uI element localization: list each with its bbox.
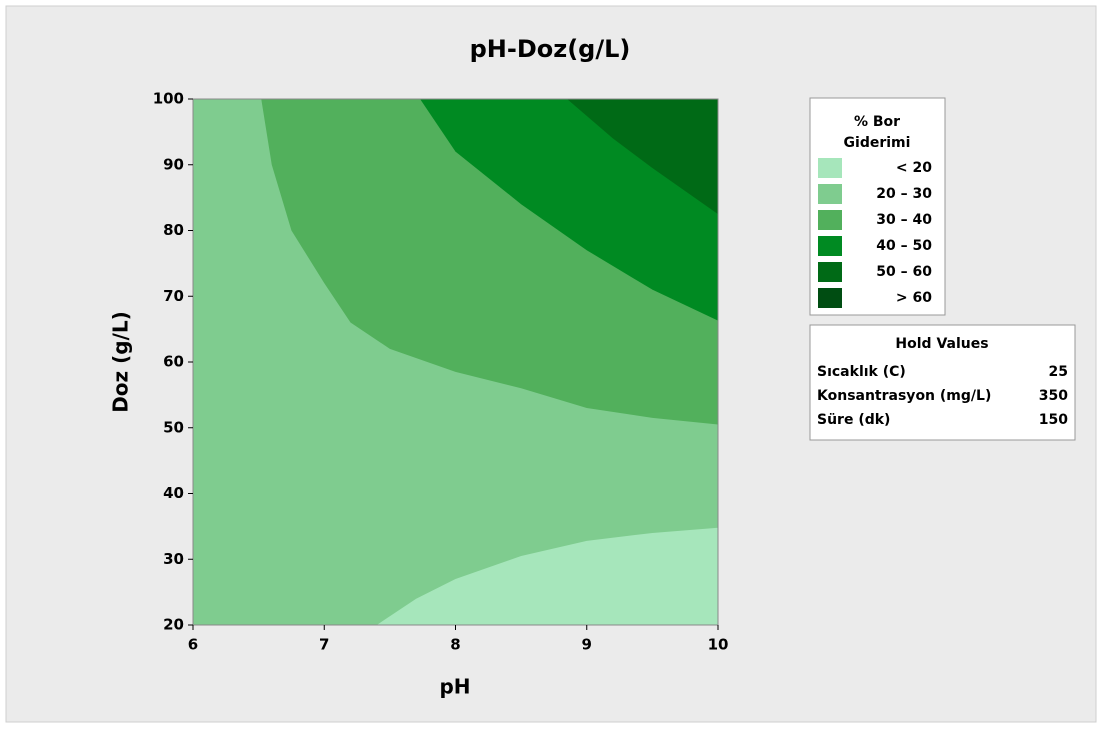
- hold-values-box: [809, 324, 1076, 441]
- hold-label: Konsantrasyon (mg/L): [817, 388, 991, 404]
- y-tick-label: 90: [163, 155, 184, 173]
- legend-label: < 20: [896, 160, 932, 176]
- legend-title: % Bor: [854, 114, 900, 130]
- y-tick-label: 40: [163, 484, 184, 502]
- legend-label: 40 – 50: [876, 238, 932, 254]
- legend-label: 20 – 30: [876, 186, 932, 202]
- y-tick-label: 100: [153, 90, 184, 108]
- y-tick-label: 80: [163, 221, 184, 239]
- legend-swatch: [818, 158, 842, 178]
- legend-label: 30 – 40: [876, 212, 932, 228]
- x-tick-label: 6: [188, 636, 198, 654]
- y-tick-label: 70: [163, 287, 184, 305]
- contour-region: [567, 99, 718, 215]
- chart-title: pH-Doz(g/L): [470, 35, 631, 63]
- legend-swatch: [818, 210, 842, 230]
- y-tick-label: 60: [163, 353, 184, 371]
- x-tick-label: 9: [582, 636, 592, 654]
- legend-box: [809, 97, 946, 316]
- hold-label: Süre (dk): [817, 412, 890, 428]
- legend-label: 50 – 60: [876, 264, 932, 280]
- x-axis-label: pH: [439, 675, 470, 699]
- x-tick-label: 8: [450, 636, 460, 654]
- hold-label: Sıcaklık (C): [817, 364, 906, 380]
- y-tick-label: 30: [163, 550, 184, 568]
- x-tick-label: 10: [708, 636, 729, 654]
- y-tick-label: 20: [163, 616, 184, 634]
- hold-title: Hold Values: [895, 336, 988, 352]
- contour-region: [376, 527, 718, 625]
- legend-swatch: [818, 288, 842, 308]
- hold-value: 350: [1039, 388, 1068, 404]
- hold-value: 25: [1049, 364, 1068, 380]
- y-tick-label: 50: [163, 418, 184, 436]
- x-tick-label: 7: [319, 636, 329, 654]
- y-axis-label: Doz (g/L): [109, 311, 133, 413]
- legend-title: Giderimi: [844, 135, 911, 151]
- legend-swatch: [818, 184, 842, 204]
- legend-label: > 60: [896, 290, 932, 306]
- legend-swatch: [818, 236, 842, 256]
- legend-swatch: [818, 262, 842, 282]
- hold-value: 150: [1039, 412, 1068, 428]
